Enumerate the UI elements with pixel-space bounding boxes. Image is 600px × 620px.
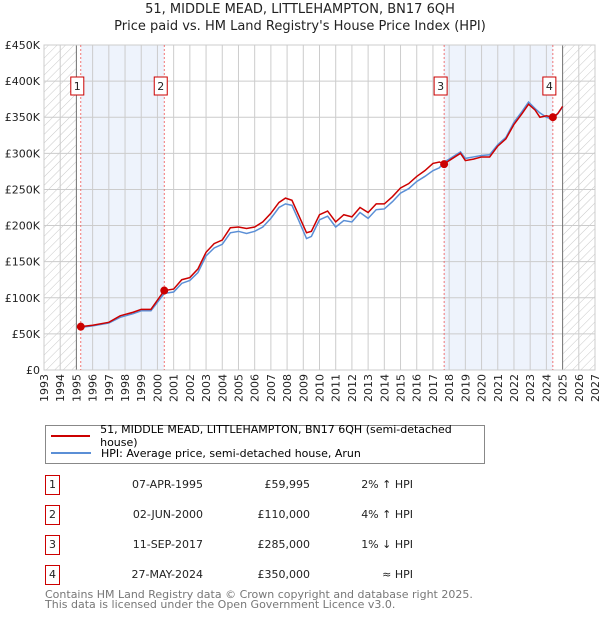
x-tick-label: 2023 [524,374,537,402]
footer-line: This data is licensed under the Open Gov… [45,598,396,611]
x-tick-label: 1994 [54,374,67,402]
sale-label-box [433,76,448,96]
x-tick-label: 2022 [508,374,521,402]
sale-price: £350,000 [257,568,311,581]
x-tick-label: 1997 [103,374,116,402]
x-tick-label: 2000 [151,374,164,402]
series-line-hpi [80,100,564,329]
x-tick-label: 2011 [330,374,343,402]
sale-hpi-diff: 1% ↓ HPI [361,538,413,551]
sale-hpi-diff: 2% ↑ HPI [361,478,413,491]
x-tick-label: 2024 [540,374,553,402]
legend-label: 51, MIDDLE MEAD, LITTLEHAMPTON, BN17 6QH… [100,423,452,449]
y-tick-label: £50K [12,328,41,341]
legend-item-property: 51, MIDDLE MEAD, LITTLEHAMPTON, BN17 6QH… [51,423,484,449]
legend-item-hpi: HPI: Average price, semi-detached house,… [51,445,361,461]
sale-date: 11-SEP-2017 [132,538,203,551]
x-tick-label: 2020 [476,374,489,402]
x-tick-label: 2018 [443,374,456,402]
y-tick-label: £200K [5,220,41,233]
x-tick-label: 1993 [38,374,51,402]
y-tick-label: £300K [5,147,41,160]
chart-title: 51, MIDDLE MEAD, LITTLEHAMPTON, BN17 6QH [145,2,455,17]
sale-date: 07-APR-1995 [131,478,203,491]
sale-row: 4 27-MAY-2024 £350,000 ≈ HPI [45,565,445,585]
x-tick-label: 2025 [557,374,570,402]
x-tick-label: 1996 [87,374,100,402]
x-tick-label: 1999 [135,374,148,402]
footer-line: Contains HM Land Registry data © Crown c… [45,588,473,601]
sale-point [76,322,85,331]
sale-price: £59,995 [264,478,311,491]
x-tick-label: 2009 [297,374,310,402]
sale-number: 2 [45,505,60,525]
legend: 51, MIDDLE MEAD, LITTLEHAMPTON, BN17 6QH… [45,423,485,464]
x-tick-label: 2001 [168,374,181,402]
x-tick-label: 2026 [573,374,586,402]
x-tick-label: 2027 [589,374,600,402]
x-tick-label: 2002 [184,374,197,402]
x-tick-label: 1995 [70,374,83,402]
sale-hpi-diff: 4% ↑ HPI [361,508,413,521]
x-tick-label: 2015 [395,374,408,402]
sale-label: 3 [437,80,444,93]
x-tick-label: 1998 [119,374,132,402]
ownership-band [80,45,165,370]
x-tick-label: 2019 [459,374,472,402]
sale-row: 3 11-SEP-2017 £285,000 1% ↓ HPI [45,535,445,555]
sale-date: 02-JUN-2000 [132,508,203,521]
sale-point [548,113,557,122]
plot-area: 1993 1994 1995 1996 1997 1998 1999 2000 2001 2002… [5,39,600,402]
y-tick-label: £250K [5,183,41,196]
sale-number: 3 [45,535,60,555]
sale-date: 27-MAY-2024 [131,568,203,581]
legend-label: HPI: Average price, semi-detached house,… [101,446,361,460]
x-tick-label: 2021 [492,374,505,402]
x-tick-label: 2007 [265,374,278,402]
sale-label: 2 [157,80,164,93]
sale-label: 1 [74,80,81,93]
x-tick-label: 2005 [232,374,245,402]
y-tick-label: £450K [5,39,41,52]
sale-label-box [70,76,85,96]
sale-point [160,286,169,295]
y-tick-label: £150K [5,256,41,269]
sale-number: 1 [45,475,60,495]
sale-row: 1 07-APR-1995 £59,995 2% ↑ HPI [45,475,445,495]
y-tick-label: £0 [26,364,40,377]
sale-price: £285,000 [257,538,311,551]
sale-label: 4 [546,80,553,93]
sale-price: £110,000 [257,508,311,521]
series-line-property [80,103,564,328]
x-tick-label: 2017 [427,374,440,402]
chart-subtitle: Price paid vs. HM Land Registry's House … [114,19,486,34]
x-tick-label: 2013 [362,374,375,402]
x-tick-label: 2003 [200,374,213,402]
y-tick-label: £100K [5,292,41,305]
ownership-band [444,45,553,370]
x-tick-label: 2006 [249,374,262,402]
x-tick-label: 2016 [411,374,424,402]
x-tick-label: 2008 [281,374,294,402]
sale-label-box [153,76,168,96]
sale-hpi-diff: ≈ HPI [382,568,413,581]
x-tick-label: 2014 [378,374,391,402]
sale-number: 4 [45,565,60,585]
x-tick-label: 2010 [314,374,327,402]
sale-row: 2 02-JUN-2000 £110,000 4% ↑ HPI [45,505,445,525]
plot-border [43,44,596,371]
legend-swatch-red [51,435,91,437]
sale-point [440,160,449,169]
x-tick-label: 2004 [216,374,229,402]
footer: Contains HM Land Registry data © Crown c… [45,588,473,611]
legend-swatch-blue [51,452,91,454]
sale-label-box [542,76,557,96]
y-tick-label: £400K [5,75,41,88]
x-tick-label: 2012 [346,374,359,402]
y-tick-label: £350K [5,111,41,124]
